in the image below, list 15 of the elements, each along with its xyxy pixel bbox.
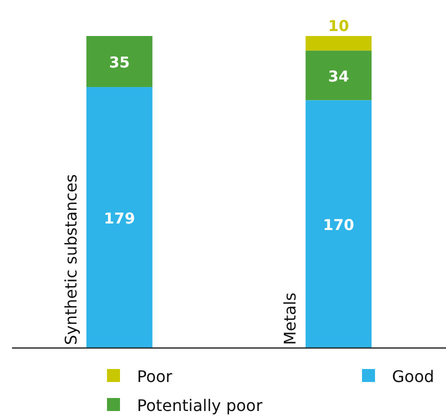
bar	[306, 50, 372, 100]
legend-label: Poor	[137, 367, 173, 386]
bar	[86, 87, 152, 348]
legend-label: Potentially poor	[137, 396, 263, 415]
data-label: 170	[322, 216, 354, 234]
bar	[306, 36, 372, 51]
bar	[306, 100, 372, 348]
x-tick-label: Metals	[280, 292, 300, 345]
bar	[86, 36, 152, 88]
x-tick-label: Synthetic substances	[61, 174, 80, 345]
data-label: 179	[104, 210, 136, 228]
legend-label: Good	[392, 367, 434, 386]
data-label: 34	[328, 67, 350, 86]
data-label: 10	[328, 17, 350, 35]
data-label: 35	[108, 54, 130, 72]
